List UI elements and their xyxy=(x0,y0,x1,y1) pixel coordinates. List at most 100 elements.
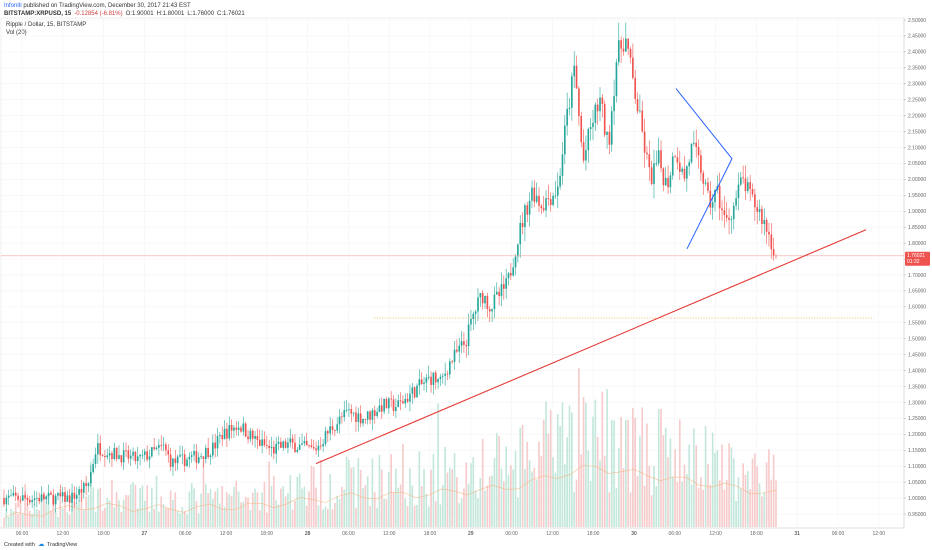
candle-body xyxy=(556,186,559,196)
y-tick-label: 1.85000 xyxy=(908,225,926,231)
volume-bar xyxy=(282,486,285,527)
volume-bar xyxy=(310,465,313,527)
candle-body xyxy=(378,405,381,412)
volume-bar xyxy=(613,420,615,527)
candle-body xyxy=(153,447,155,450)
candle-body xyxy=(493,294,496,310)
y-tick-label: 2.10000 xyxy=(908,145,926,151)
candle-body xyxy=(235,427,238,430)
candle-body xyxy=(453,349,456,363)
candle-body xyxy=(204,447,207,460)
candle-body xyxy=(730,218,733,220)
candle-body xyxy=(188,456,191,460)
candle-body xyxy=(599,97,601,112)
candle-body xyxy=(632,57,634,78)
candle-body xyxy=(43,494,45,500)
candle-body xyxy=(176,456,179,464)
volume-bar xyxy=(749,489,752,527)
candle-body xyxy=(341,416,343,418)
volume-bar xyxy=(331,509,334,527)
candle-body xyxy=(512,267,515,276)
volume-bar xyxy=(519,427,522,527)
candle-body xyxy=(270,446,273,449)
volume-bar xyxy=(5,508,8,527)
volume-bar xyxy=(763,492,766,527)
candle-body xyxy=(441,375,444,377)
volume-bars xyxy=(3,368,777,527)
candle-body xyxy=(563,125,566,155)
candle-body xyxy=(371,410,374,420)
volume-bar xyxy=(19,501,22,527)
candle-body xyxy=(57,493,59,496)
volume-bar xyxy=(120,511,123,527)
candle-body xyxy=(725,215,728,218)
candle-body xyxy=(404,398,407,404)
candle-body xyxy=(14,492,17,496)
volume-bar xyxy=(235,480,238,527)
volume-bar xyxy=(540,455,543,527)
candle-body xyxy=(167,450,170,455)
volume-bar xyxy=(599,460,601,527)
candle-body xyxy=(331,426,334,431)
candle-body xyxy=(573,65,576,77)
candle-body xyxy=(338,416,341,425)
y-tick-label: 2.50000 xyxy=(908,18,926,24)
volume-bar xyxy=(758,483,761,527)
volume-bar xyxy=(571,412,573,527)
volume-bar xyxy=(43,491,45,527)
volume-bar xyxy=(73,501,76,527)
x-tick-label: 06:00 xyxy=(342,531,355,537)
candle-body xyxy=(284,441,287,448)
volume-bar xyxy=(747,471,749,527)
author-link[interactable]: Infoniti xyxy=(4,3,22,9)
candle-body xyxy=(592,122,594,128)
candle-body xyxy=(5,497,8,505)
candle-body xyxy=(136,456,139,462)
candle-body xyxy=(625,38,627,52)
candle-body xyxy=(430,376,432,385)
volume-bar xyxy=(556,414,559,527)
candle-body xyxy=(486,295,489,309)
candle-body xyxy=(73,492,76,499)
candle-body xyxy=(190,455,193,457)
volume-bar xyxy=(251,492,254,527)
volume-bar xyxy=(479,477,482,527)
volume-bar xyxy=(7,516,10,527)
candle-body xyxy=(383,399,385,412)
candle-body xyxy=(634,77,637,99)
volume-bar xyxy=(622,468,625,527)
candle-body xyxy=(695,142,698,147)
candle-body xyxy=(162,444,165,446)
candle-body xyxy=(345,409,348,411)
candle-body xyxy=(78,489,80,496)
candle-body xyxy=(510,273,512,276)
candle-body xyxy=(122,450,125,463)
volume-bar xyxy=(498,435,500,527)
candle-body xyxy=(308,445,310,447)
candle-body xyxy=(244,423,247,437)
tradingview-brand[interactable]: TradingView xyxy=(47,542,77,548)
volume-bar xyxy=(542,419,545,527)
volume-bar xyxy=(744,474,747,527)
x-tick-label: 27 xyxy=(142,531,148,537)
candle-body xyxy=(158,445,160,448)
volume-bar xyxy=(87,494,90,527)
candle-body xyxy=(446,373,449,375)
drawings[interactable] xyxy=(1,88,904,465)
volume-bar xyxy=(549,410,552,527)
volume-bar xyxy=(139,487,141,527)
volume-bar xyxy=(324,506,327,527)
volume-bar xyxy=(66,512,69,527)
candle-body xyxy=(40,494,43,502)
candle-body xyxy=(528,200,531,215)
candle-body xyxy=(420,379,423,384)
volume-bar xyxy=(683,464,686,527)
volume-bar xyxy=(667,457,669,527)
candle-body xyxy=(427,376,430,378)
volume-bar xyxy=(592,416,594,527)
volume-bar xyxy=(657,409,660,527)
candle-body xyxy=(700,155,702,173)
volume-bar xyxy=(237,491,240,527)
volume-bar xyxy=(350,467,353,527)
volume-bar xyxy=(158,511,160,527)
